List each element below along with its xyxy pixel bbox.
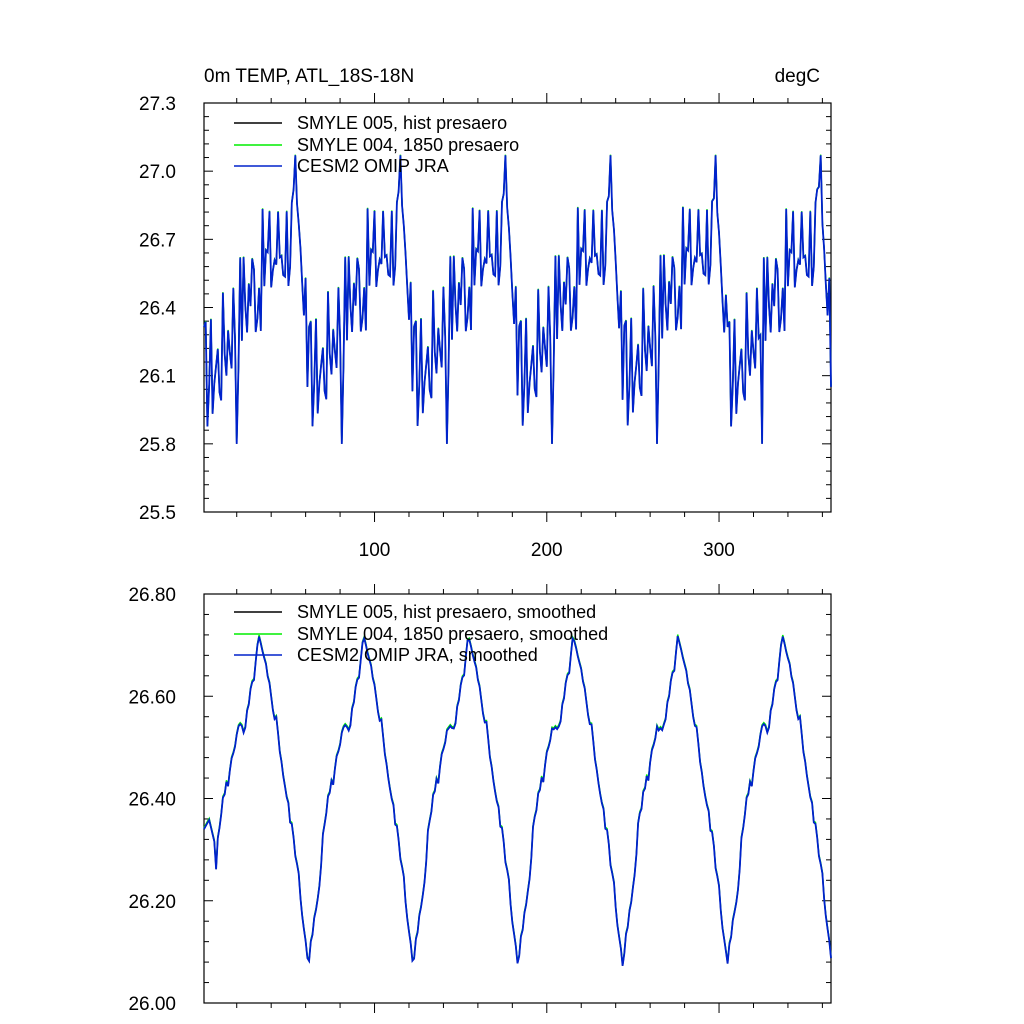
series-lines [203, 154, 832, 444]
y-tick-label: 26.1 [139, 367, 176, 388]
chart-title: 0m TEMP, ATL_18S-18N [204, 66, 414, 87]
y-tick-label: 25.5 [139, 503, 176, 524]
y-tick-label: 27.0 [139, 162, 176, 183]
series-line-1 [203, 634, 832, 965]
legend-label-2: CESM2 OMIP JRA, smoothed [297, 645, 538, 665]
y-tick-label: 26.4 [139, 299, 176, 320]
axis-ticks: 25.5 25.8 26.1 26.4 26.7 27.0 27.3 100 200 300 [139, 93, 831, 561]
series-line-2 [203, 155, 832, 444]
series-lines [203, 634, 832, 966]
y-tick-label: 26.80 [128, 585, 176, 606]
legend-label-0: SMYLE 005, hist presaero [297, 113, 507, 133]
bottom-panel: 26.00 26.20 26.40 26.60 26.80 SMYLE 005, his… [128, 584, 832, 1015]
x-tick-label: 300 [703, 540, 735, 561]
y-tick-label: 26.7 [139, 230, 176, 251]
legend: SMYLE 005, hist presaero SMYLE 004, 1850… [234, 113, 519, 176]
y-tick-label: 26.40 [128, 790, 176, 811]
y-tick-label: 25.8 [139, 435, 176, 456]
legend: SMYLE 005, hist presaero, smoothed SMYLE… [234, 602, 608, 665]
legend-label-1: SMYLE 004, 1850 presaero [297, 135, 519, 155]
series-line-2 [203, 634, 832, 966]
y-tick-label: 26.00 [128, 994, 176, 1015]
top-panel: 0m TEMP, ATL_18S-18N degC 25.5 25.8 26.1 26… [139, 66, 832, 561]
axis-ticks: 26.00 26.20 26.40 26.60 26.80 [128, 584, 831, 1015]
legend-label-0: SMYLE 005, hist presaero, smoothed [297, 602, 596, 622]
chart-units: degC [775, 66, 820, 87]
y-tick-label: 26.60 [128, 687, 176, 708]
series-line-0 [203, 635, 832, 966]
legend-label-2: CESM2 OMIP JRA [297, 156, 449, 176]
x-tick-label: 200 [531, 540, 563, 561]
y-tick-label: 27.3 [139, 94, 176, 115]
legend-label-1: SMYLE 004, 1850 presaero, smoothed [297, 624, 608, 644]
x-tick-label: 100 [359, 540, 391, 561]
y-tick-label: 26.20 [128, 892, 176, 913]
